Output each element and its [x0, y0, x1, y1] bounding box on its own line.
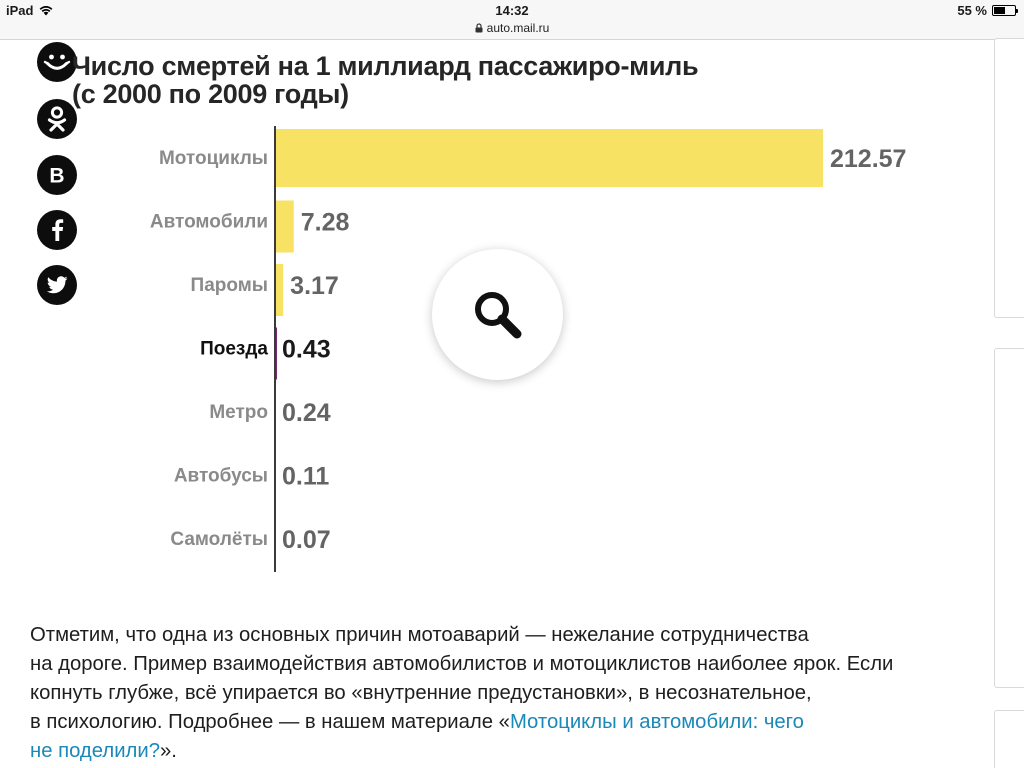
- chart-title: Число смертей на 1 миллиард пассажиро-ми…: [72, 51, 699, 109]
- facebook-icon: [52, 219, 64, 241]
- zoom-image-button[interactable]: [432, 249, 563, 380]
- value-label: 0.07: [282, 526, 331, 554]
- category-label: Мотоциклы: [159, 148, 268, 169]
- wifi-icon: [40, 6, 53, 16]
- sidebar-card-3[interactable]: [994, 710, 1024, 768]
- ok-smile-icon: [43, 54, 71, 70]
- sidebar-card-2[interactable]: [994, 348, 1024, 688]
- bar-0: [275, 129, 823, 187]
- device-name: iPad: [6, 3, 34, 18]
- paragraph-text: в психологию. Подробнее — в нашем матери…: [30, 711, 510, 733]
- article-paragraph: Отметим, что одна из основных причин мот…: [30, 621, 990, 766]
- article-link[interactable]: Мотоциклы и автомобили: чего: [509, 711, 804, 733]
- paragraph-line: не поделили?».: [30, 737, 990, 766]
- status-bar: iPad 14:32 55 % auto.mail.ru: [0, 0, 1024, 40]
- paragraph-line: на дороге. Пример взаимодействия автомоб…: [30, 653, 894, 675]
- paragraph-line: Отметим, что одна из основных причин мот…: [30, 624, 809, 646]
- value-label: 0.24: [282, 399, 331, 427]
- value-label: 3.17: [290, 272, 339, 300]
- value-label: 212.57: [830, 145, 906, 173]
- category-label: Самолёты: [170, 529, 268, 550]
- chart-title-line1: Число смертей на 1 миллиард пассажиро-ми…: [72, 51, 699, 81]
- value-label: 0.43: [282, 336, 331, 364]
- chart-subtitle: (с 2000 по 2009 годы): [72, 79, 349, 109]
- sidebar-card-1[interactable]: [994, 38, 1024, 318]
- address-bar[interactable]: auto.mail.ru: [0, 21, 1024, 35]
- battery-icon: [992, 5, 1018, 16]
- lock-icon: [475, 23, 483, 33]
- ok-smile-share-button[interactable]: [37, 42, 77, 82]
- svg-text:B: B: [49, 165, 64, 188]
- clock: 14:32: [495, 3, 529, 18]
- battery-percent: 55 %: [957, 3, 987, 18]
- twitter-share-button[interactable]: [37, 265, 77, 305]
- article-link-continued[interactable]: не поделили?: [30, 740, 160, 762]
- status-right: 55 %: [957, 3, 1018, 18]
- category-label: Паромы: [191, 275, 268, 296]
- bar-chart: Мотоциклы 212.57 Автомобили 7.28 Паромы 3.17 П…: [150, 126, 906, 572]
- bar-2: [275, 264, 284, 316]
- battery-fill: [994, 7, 1005, 14]
- vk-share-button[interactable]: B: [37, 155, 77, 195]
- odnoklassniki-icon: [47, 106, 67, 132]
- paragraph-text: ».: [159, 740, 177, 762]
- value-label: 7.28: [301, 209, 350, 237]
- category-label: Поезда: [200, 339, 268, 360]
- category-label: Автомобили: [150, 212, 268, 233]
- twitter-icon: [46, 276, 68, 294]
- category-label: Автобусы: [174, 466, 268, 487]
- paragraph-line: в психологию. Подробнее — в нашем матери…: [30, 708, 990, 737]
- url-text: auto.mail.ru: [486, 21, 550, 35]
- value-label: 0.11: [282, 463, 329, 491]
- search-icon: [474, 291, 521, 338]
- bar-1: [275, 200, 294, 253]
- category-label: Метро: [209, 402, 268, 423]
- vk-icon: B: [49, 165, 64, 188]
- paragraph-line: копнуть глубже, всё упирается во «внутре…: [30, 682, 812, 704]
- facebook-share-button[interactable]: [37, 210, 77, 250]
- status-left: iPad: [6, 3, 53, 18]
- odnoklassniki-share-button[interactable]: [37, 99, 77, 139]
